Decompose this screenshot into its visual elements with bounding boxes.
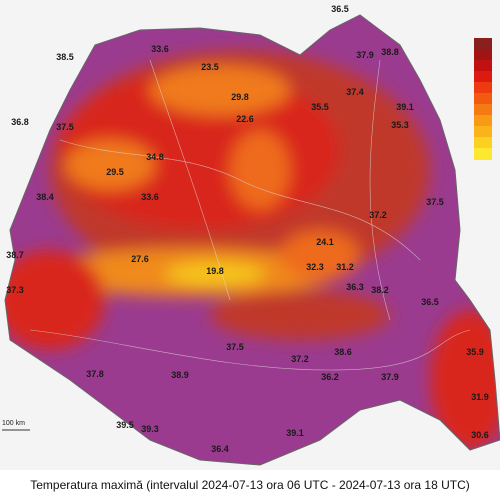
station-value: 39.3	[141, 424, 159, 434]
station-value: 37.5	[56, 122, 74, 132]
station-value: 36.4	[211, 444, 229, 454]
station-value: 37.9	[381, 372, 399, 382]
station-value: 38.8	[381, 47, 399, 57]
station-value: 22.6	[236, 114, 254, 124]
station-value: 37.2	[291, 354, 309, 364]
station-value: 37.2	[369, 210, 387, 220]
station-value: 35.5	[311, 102, 329, 112]
border	[4, 14, 500, 466]
station-labels: 36.5 38.8 37.9 38.5 33.6 23.5 29.8 22.6 35.5 37.4…	[6, 4, 489, 454]
station-value: 36.8	[11, 117, 29, 127]
station-value: 36.2	[321, 372, 339, 382]
station-value: 29.8	[231, 92, 249, 102]
station-value: 38.4	[36, 192, 54, 202]
station-value: 38.6	[334, 347, 352, 357]
station-value: 27.6	[131, 254, 149, 264]
station-value: 19.8	[206, 266, 224, 276]
station-value: 35.9	[466, 347, 484, 357]
scale-label: 100 km	[2, 420, 25, 427]
legend	[474, 38, 492, 160]
station-value: 33.6	[141, 192, 159, 202]
station-value: 37.4	[346, 87, 364, 97]
station-value: 31.9	[471, 392, 489, 402]
station-value: 36.5	[331, 4, 349, 14]
station-value: 36.5	[421, 297, 439, 307]
station-value: 38.5	[56, 52, 74, 62]
station-value: 37.9	[356, 50, 374, 60]
temperature-field	[5, 15, 500, 465]
station-value: 38.7	[6, 250, 24, 260]
station-value: 32.3	[306, 262, 324, 272]
station-value: 37.5	[226, 342, 244, 352]
station-value: 39.5	[116, 420, 134, 430]
station-value: 35.3	[391, 120, 409, 130]
station-value: 30.6	[471, 430, 489, 440]
rivers	[29, 59, 471, 371]
station-value: 34.8	[146, 152, 164, 162]
station-value: 37.3	[6, 285, 24, 295]
station-value: 39.1	[286, 428, 304, 438]
station-value: 36.3	[346, 282, 364, 292]
station-value: 37.5	[426, 197, 444, 207]
station-value: 23.5	[201, 62, 219, 72]
station-value: 31.2	[336, 262, 354, 272]
station-value: 38.2	[371, 285, 389, 295]
station-value: 38.9	[171, 370, 189, 380]
station-value: 29.5	[106, 167, 124, 177]
station-value: 24.1	[316, 237, 334, 247]
station-value: 33.6	[151, 44, 169, 54]
station-value: 39.1	[396, 102, 414, 112]
caption: Temperatura maximă (intervalul 2024-07-1…	[30, 478, 470, 492]
station-value: 37.8	[86, 369, 104, 379]
caption-bg	[0, 470, 500, 500]
